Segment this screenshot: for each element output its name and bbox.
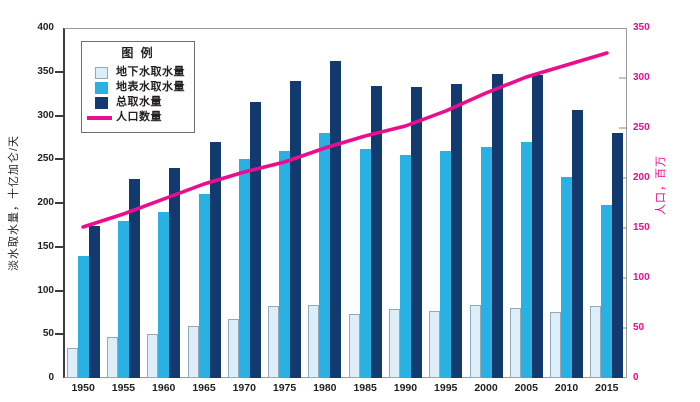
x-axis-tick-label: 1955: [111, 382, 136, 394]
bar-1985: [359, 148, 371, 378]
bar-2000: [480, 147, 492, 378]
bar-2015: [601, 204, 613, 378]
left-axis-tick-label: 400: [37, 22, 54, 33]
bar-1990: [410, 86, 422, 378]
legend-label: 总取水量: [116, 96, 162, 108]
left-axis-tick-label: 300: [37, 109, 54, 121]
bar-1960: [169, 168, 181, 378]
bar-1975: [279, 150, 291, 378]
bar-1985: [348, 314, 360, 378]
left-axis-tick-label: 150: [37, 240, 54, 252]
right-axis-tick-mark: [619, 77, 627, 79]
legend-title: 图 例: [121, 46, 155, 60]
left-axis-tick-mark: [55, 70, 63, 73]
legend-bar-swatch: [95, 96, 108, 109]
right-axis-tick-label: 50: [633, 322, 645, 333]
x-axis-tick-label: 1965: [192, 382, 216, 394]
bar-1975: [268, 306, 280, 378]
left-axis-tick-mark: [55, 202, 63, 204]
bar-1980: [330, 61, 342, 378]
bar-2010: [561, 176, 573, 378]
bar-2010: [550, 311, 562, 378]
right-axis-tick-label: 350: [633, 22, 650, 33]
bar-1960: [147, 334, 159, 378]
x-axis-tick-label: 1995: [434, 382, 458, 394]
left-axis-tick-label: 100: [37, 284, 54, 296]
right-axis-tick-label: 300: [633, 72, 650, 83]
x-axis-tick-label: 1960: [152, 382, 176, 394]
bar-1980: [308, 305, 320, 378]
right-axis-tick-label: 0: [633, 372, 639, 383]
right-axis-tick-mark: [619, 127, 627, 129]
legend-label: 地下水取水量: [116, 66, 185, 78]
x-axis-tick-label: 1950: [71, 382, 95, 394]
right-axis-tick-label: 200: [633, 172, 650, 183]
bar-1960: [158, 211, 170, 378]
bar-1965: [187, 325, 199, 378]
bar-2000: [491, 74, 503, 378]
left-axis-tick-mark: [55, 158, 63, 161]
legend-row: 地下水取水量: [82, 65, 194, 80]
x-axis-tick-label: 1990: [393, 382, 418, 394]
left-axis-tick-mark: [55, 289, 63, 292]
bar-2005: [531, 75, 543, 378]
legend-bar-swatch: [95, 81, 108, 94]
x-axis-tick-label: 1975: [272, 382, 297, 394]
bar-1990: [399, 154, 411, 378]
bar-1950: [66, 348, 78, 378]
bar-1950: [77, 255, 89, 378]
legend-row: 人口数量: [82, 110, 194, 125]
bar-1970: [249, 101, 261, 378]
legend-row: 总取水量: [82, 95, 194, 110]
right-axis-tick-label: 100: [633, 272, 650, 283]
x-axis-tick-label: 1980: [313, 382, 337, 394]
legend-row: 地表水取水量: [82, 80, 194, 95]
bar-2005: [509, 308, 521, 378]
bar-1965: [198, 194, 210, 378]
legend-items: 地下水取水量 地表水取水量 总取水量人口数量: [82, 65, 194, 125]
bar-1995: [440, 150, 452, 378]
left-axis-tick-label: 200: [37, 197, 54, 208]
legend-bar-swatch: [95, 66, 108, 79]
bar-1975: [290, 80, 302, 378]
legend-line-swatch: [87, 115, 112, 120]
bar-1990: [388, 308, 400, 378]
legend-label: 地表水取水量: [116, 81, 185, 93]
bar-1985: [370, 85, 382, 378]
x-axis-tick-label: 1985: [353, 382, 377, 394]
left-axis-tick-mark: [55, 333, 63, 336]
left-axis-tick-label: 50: [42, 328, 54, 340]
right-axis-tick-label: 250: [633, 122, 650, 133]
bar-1965: [209, 141, 221, 378]
bar-1970: [238, 159, 250, 378]
bar-1955: [117, 220, 129, 378]
left-axis-tick-label: 0: [48, 372, 54, 383]
left-axis-tick-label: 350: [37, 65, 54, 77]
x-axis-tick-label: 2015: [595, 382, 619, 394]
population-line: [81, 51, 609, 229]
x-axis-tick-label: 2005: [514, 382, 538, 394]
x-axis-tick-label: 2010: [554, 382, 579, 394]
left-axis-tick-mark: [55, 114, 63, 117]
bar-1950: [88, 225, 100, 378]
bar-2005: [520, 141, 532, 378]
x-axis-tick-label: 1970: [232, 382, 256, 394]
bar-1980: [319, 133, 331, 378]
bar-1955: [128, 179, 140, 378]
bar-2015: [590, 306, 602, 378]
bar-1995: [451, 84, 463, 378]
right-axis-tick-label: 150: [633, 222, 650, 233]
left-axis-tick-mark: [55, 245, 63, 248]
bar-1995: [429, 310, 441, 378]
left-axis-tick-label: 250: [37, 153, 54, 165]
legend-label: 人口数量: [116, 111, 162, 123]
bar-1955: [106, 336, 118, 378]
bar-2010: [572, 110, 584, 378]
legend-box: 图 例 地下水取水量 地表水取水量 总取水量人口数量: [81, 41, 195, 133]
bar-1970: [227, 318, 239, 378]
x-axis-tick-label: 2000: [474, 382, 498, 394]
bar-2015: [612, 133, 624, 378]
bar-2000: [469, 304, 481, 378]
